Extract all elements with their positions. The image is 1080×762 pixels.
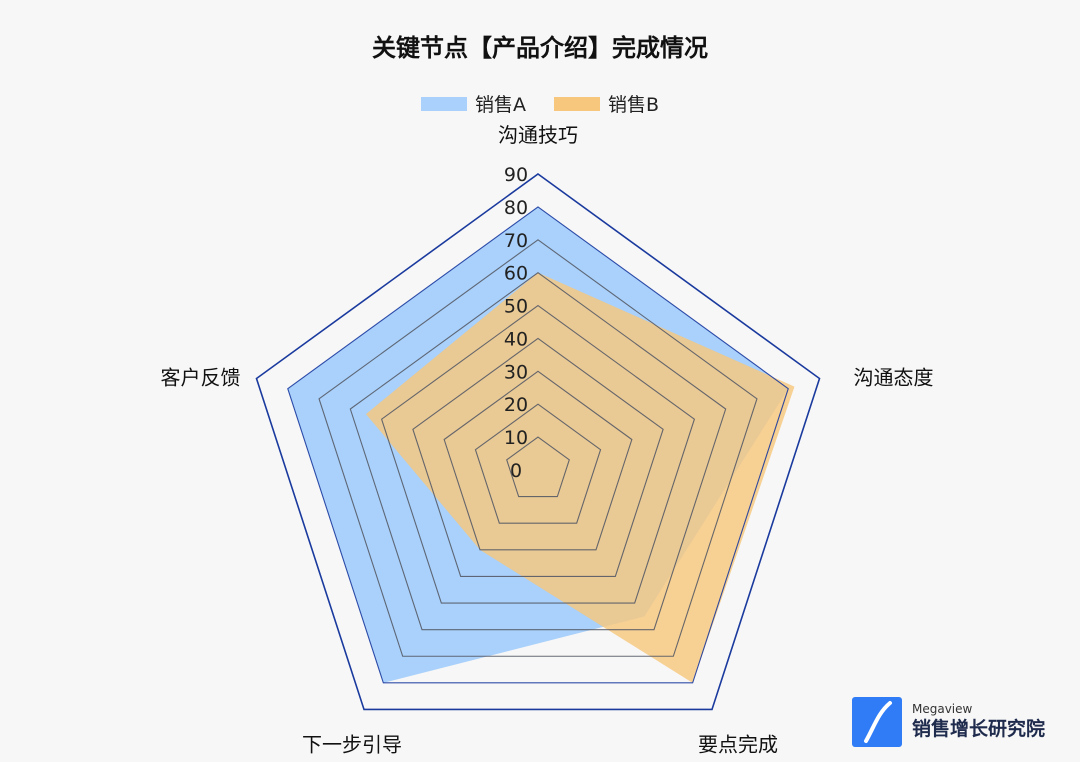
grid-ring-1 xyxy=(506,436,570,498)
scale-tick-label: 90 xyxy=(504,164,528,186)
grid-ring-5 xyxy=(380,304,696,604)
grid-ring-4 xyxy=(412,337,664,577)
grid-ring-7 xyxy=(318,239,758,657)
indicator-label: 沟通技巧 xyxy=(498,123,578,147)
legend-swatch-series-a xyxy=(420,96,467,111)
indicator-label: 沟通态度 xyxy=(854,366,934,390)
scale-tick-label: 70 xyxy=(504,230,528,252)
grid-ring-9 xyxy=(255,173,821,711)
grid-ring-2 xyxy=(474,403,602,524)
indicator-label: 下一步引导 xyxy=(302,732,402,756)
scale-tick-label: 50 xyxy=(504,296,528,318)
chart-legend: 销售A 销售B xyxy=(0,90,1080,117)
series-area-b xyxy=(365,272,795,683)
legend-item-series-b[interactable]: 销售B xyxy=(553,90,660,117)
brand-name-en: Megaview xyxy=(912,702,973,716)
scale-tick-label: 30 xyxy=(504,361,528,383)
legend-label-series-a: 销售A xyxy=(474,94,526,116)
scale-tick-label: 0 xyxy=(510,460,522,482)
indicator-label: 客户反馈 xyxy=(160,366,240,390)
grid-ring-8 xyxy=(287,206,789,684)
legend-swatch-series-b xyxy=(553,96,600,111)
brand-watermark: Megaview 销售增长研究院 xyxy=(852,697,1045,747)
scale-tick-label: 10 xyxy=(504,427,528,449)
scale-tick-label: 80 xyxy=(504,197,528,219)
grid-ring-3 xyxy=(443,370,633,551)
scale-tick-label: 20 xyxy=(504,394,528,416)
grid-ring-6 xyxy=(349,271,727,631)
scale-tick-label: 60 xyxy=(504,263,528,285)
chart-title: 关键节点【产品介绍】完成情况 xyxy=(372,34,708,62)
indicator-label: 要点完成 xyxy=(698,732,778,756)
brand-name-cn: 销售增长研究院 xyxy=(912,718,1046,740)
megaview-logo-icon xyxy=(852,697,902,747)
legend-item-series-a[interactable]: 销售A xyxy=(420,90,526,117)
scale-tick-label: 40 xyxy=(504,328,528,350)
legend-label-series-b: 销售B xyxy=(607,94,660,116)
